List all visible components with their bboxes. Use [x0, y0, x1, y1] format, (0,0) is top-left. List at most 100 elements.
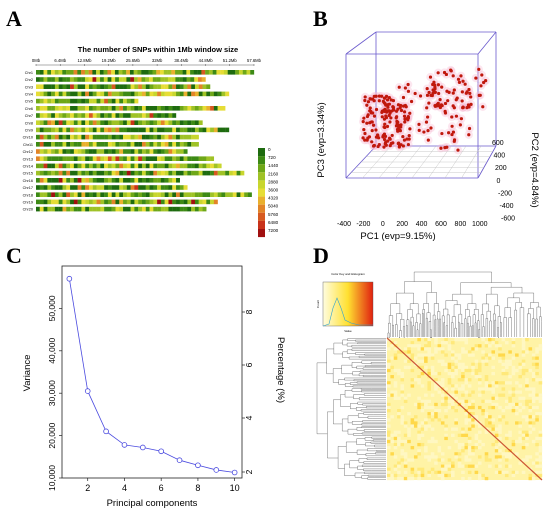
heatmap-cell — [477, 455, 482, 459]
legend-swatch — [258, 204, 265, 213]
snp-density-cell — [122, 70, 127, 75]
heatmap-cell — [420, 433, 425, 437]
snp-density-cell — [100, 113, 105, 118]
snp-density-cell — [153, 113, 158, 118]
heatmap-cell — [434, 461, 438, 465]
pca-sample-point — [482, 80, 486, 85]
snp-density-cell — [58, 199, 63, 205]
snp-density-cell — [198, 156, 203, 161]
heatmap-cell — [488, 387, 492, 391]
snp-density-cell — [198, 206, 203, 212]
snp-density-cell — [191, 156, 196, 161]
snp-density-cell — [70, 170, 74, 176]
snp-density-cell — [133, 77, 138, 82]
heatmap-cell — [410, 344, 415, 348]
heatmap-cell — [467, 436, 472, 441]
snp-density-cell — [119, 142, 124, 147]
heatmap-cell — [508, 399, 512, 404]
legend-swatch — [258, 196, 265, 205]
heatmap-cell — [531, 362, 536, 366]
heatmap-cell — [451, 384, 455, 388]
axis-label-pc3: PC3 (evp=3.34%) — [316, 102, 327, 177]
snp-density-cell — [111, 98, 116, 104]
snp-density-cell — [240, 192, 245, 197]
snp-density-cell — [77, 206, 82, 212]
heatmap-cell — [471, 353, 475, 357]
snp-density-cell — [134, 142, 139, 147]
heatmap-cell — [484, 424, 489, 428]
heatmap-cell — [447, 458, 452, 462]
heatmap-cell — [397, 442, 401, 447]
heatmap-cell — [494, 344, 499, 348]
legend-value: 720 — [268, 155, 276, 160]
x-tick-label: 51.2Mb — [223, 58, 238, 63]
snp-density-cell — [156, 70, 161, 75]
snp-density-cell — [92, 84, 97, 89]
snp-density-cell — [39, 192, 44, 197]
snp-density-cell — [130, 106, 135, 111]
snp-density-cell — [187, 206, 192, 212]
snp-density-cell — [160, 192, 165, 197]
snp-density-cell — [149, 185, 154, 190]
pca-sample-point — [451, 104, 455, 108]
snp-density-cell — [160, 70, 164, 75]
snp-density-cell — [119, 178, 124, 183]
heatmap-cell — [440, 384, 445, 388]
snp-density-cell — [66, 120, 71, 125]
pca-sample-point — [380, 115, 384, 119]
snp-density-cell — [111, 156, 116, 161]
heatmap-cell — [413, 455, 418, 459]
heatmap-cell — [484, 455, 489, 459]
pca-sample-point — [463, 82, 467, 86]
snp-density-cell — [213, 170, 218, 176]
snp-density-cell — [149, 149, 154, 154]
pca-sample-point — [366, 100, 371, 104]
snp-density-cell — [51, 106, 56, 111]
snp-density-cell — [172, 91, 177, 97]
snp-density-cell — [168, 127, 173, 133]
y2-tick-label: 8 — [244, 309, 254, 314]
snp-density-cell — [193, 70, 198, 75]
heatmap-cell — [393, 384, 398, 388]
snp-density-cell — [81, 127, 86, 133]
heatmap-cell — [504, 359, 509, 363]
snp-density-cell — [206, 127, 211, 133]
snp-density-cell — [134, 163, 139, 169]
heatmap-cell — [525, 418, 529, 422]
heatmap-cell — [387, 473, 391, 478]
heatmap-cell — [400, 390, 405, 394]
pca-sample-point — [387, 95, 391, 100]
pca-sample-point — [387, 113, 391, 118]
pca-sample-point — [406, 118, 410, 122]
heatmap-cell — [535, 436, 539, 441]
pca-sample-point — [365, 103, 369, 107]
snp-density-cell — [250, 70, 255, 75]
heatmap-cell — [454, 390, 458, 394]
snp-density-cell — [145, 106, 150, 111]
heatmap-cell — [504, 421, 509, 425]
pca-sample-point — [429, 126, 433, 130]
snp-density-cell — [130, 84, 135, 89]
snp-density-cell — [168, 134, 173, 140]
pca-sample-point — [407, 134, 411, 138]
heatmap-cell — [400, 418, 405, 422]
snp-density-cell — [134, 170, 139, 176]
heatmap-cell — [410, 458, 415, 462]
snp-density-cell — [96, 134, 101, 140]
heatmap-cell — [504, 362, 509, 366]
kinship-heatmap: Color Key and Histogram Count Value — [316, 271, 543, 481]
pca-sample-point — [452, 138, 457, 142]
pc2-tick-label: -600 — [501, 216, 515, 223]
heatmap-cell — [424, 399, 428, 404]
snp-density-cell — [119, 127, 124, 133]
heatmap-cell — [444, 353, 448, 357]
heatmap-cell — [494, 341, 499, 345]
snp-density-cell — [36, 70, 40, 75]
heatmap-cell — [471, 362, 475, 366]
snp-density-cell — [123, 84, 127, 89]
snp-density-cell — [149, 113, 154, 118]
pca-sample-point — [443, 101, 448, 106]
snp-density-cell — [62, 149, 67, 154]
heatmap-cell — [444, 396, 448, 400]
snp-density-cell — [85, 185, 90, 190]
